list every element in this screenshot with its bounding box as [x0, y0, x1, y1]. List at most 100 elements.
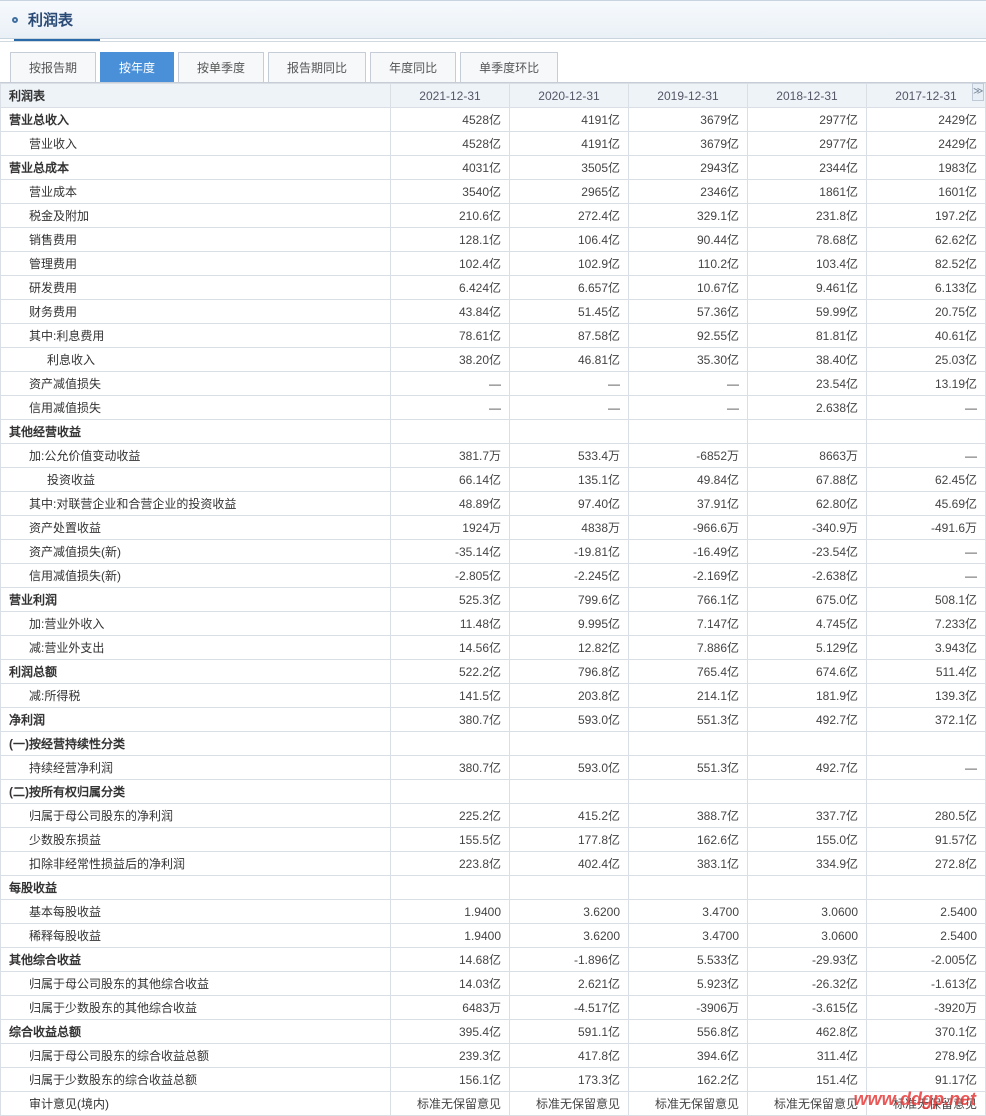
cell: 402.4亿	[510, 852, 629, 876]
cell: 525.3亿	[391, 588, 510, 612]
row-label: 其他经营收益	[1, 420, 391, 444]
cell: 141.5亿	[391, 684, 510, 708]
cell: 4838万	[510, 516, 629, 540]
cell: 3679亿	[629, 132, 748, 156]
cell: 4528亿	[391, 108, 510, 132]
cell: 203.8亿	[510, 684, 629, 708]
tab-0[interactable]: 按报告期	[10, 52, 96, 82]
tab-2[interactable]: 按单季度	[178, 52, 264, 82]
cell: 2965亿	[510, 180, 629, 204]
cell: —	[867, 540, 986, 564]
cell: 380.7亿	[391, 708, 510, 732]
cell: 4.745亿	[748, 612, 867, 636]
table-row: 归属于少数股东的其他综合收益6483万-4.517亿-3906万-3.615亿-…	[1, 996, 986, 1020]
tab-3[interactable]: 报告期同比	[268, 52, 366, 82]
cell: —	[867, 756, 986, 780]
cell	[748, 420, 867, 444]
cell: 38.20亿	[391, 348, 510, 372]
cell: 3.0600	[748, 900, 867, 924]
cell: 6.657亿	[510, 276, 629, 300]
row-label: 归属于母公司股东的净利润	[1, 804, 391, 828]
cell: 381.7万	[391, 444, 510, 468]
cell: 62.62亿	[867, 228, 986, 252]
cell: 591.1亿	[510, 1020, 629, 1044]
cell: 2.5400	[867, 924, 986, 948]
cell: -2.005亿	[867, 948, 986, 972]
cell: —	[629, 396, 748, 420]
cell: 48.89亿	[391, 492, 510, 516]
table-row: 营业总收入4528亿4191亿3679亿2977亿2429亿	[1, 108, 986, 132]
row-label: 营业利润	[1, 588, 391, 612]
cell: -35.14亿	[391, 540, 510, 564]
tab-4[interactable]: 年度同比	[370, 52, 456, 82]
tab-5[interactable]: 单季度环比	[460, 52, 558, 82]
row-label: 综合收益总额	[1, 1020, 391, 1044]
table-row: 营业收入4528亿4191亿3679亿2977亿2429亿	[1, 132, 986, 156]
cell: 35.30亿	[629, 348, 748, 372]
row-label: 利润总额	[1, 660, 391, 684]
cell: 37.91亿	[629, 492, 748, 516]
cell: 799.6亿	[510, 588, 629, 612]
cell: 231.8亿	[748, 204, 867, 228]
cell: 3.6200	[510, 924, 629, 948]
cell: -3920万	[867, 996, 986, 1020]
cell: 415.2亿	[510, 804, 629, 828]
cell: 197.2亿	[867, 204, 986, 228]
row-label: 管理费用	[1, 252, 391, 276]
row-label: 信用减值损失(新)	[1, 564, 391, 588]
cell: —	[510, 372, 629, 396]
scroll-right-icon[interactable]: ≫	[972, 83, 984, 101]
row-label: 财务费用	[1, 300, 391, 324]
table-row: 利息收入38.20亿46.81亿35.30亿38.40亿25.03亿	[1, 348, 986, 372]
cell: 103.4亿	[748, 252, 867, 276]
cell: 674.6亿	[748, 660, 867, 684]
cell: 135.1亿	[510, 468, 629, 492]
cell: 395.4亿	[391, 1020, 510, 1044]
cell: 394.6亿	[629, 1044, 748, 1068]
table-row: 资产减值损失———23.54亿13.19亿	[1, 372, 986, 396]
cell	[867, 420, 986, 444]
row-label: 加:公允价值变动收益	[1, 444, 391, 468]
row-label: 扣除非经常性损益后的净利润	[1, 852, 391, 876]
cell: 38.40亿	[748, 348, 867, 372]
row-label: 归属于母公司股东的其他综合收益	[1, 972, 391, 996]
cell: 765.4亿	[629, 660, 748, 684]
cell: 40.61亿	[867, 324, 986, 348]
cell: 81.81亿	[748, 324, 867, 348]
income-statement-table: 利润表2021-12-312020-12-312019-12-312018-12…	[0, 83, 986, 1116]
row-label: 投资收益	[1, 468, 391, 492]
cell: 9.461亿	[748, 276, 867, 300]
cell: 162.6亿	[629, 828, 748, 852]
cell: 66.14亿	[391, 468, 510, 492]
cell: 3.4700	[629, 924, 748, 948]
row-label: 基本每股收益	[1, 900, 391, 924]
cell: 标准无保留意见	[867, 1092, 986, 1116]
tab-1[interactable]: 按年度	[100, 52, 174, 82]
cell: 151.4亿	[748, 1068, 867, 1092]
cell: 370.1亿	[867, 1020, 986, 1044]
cell: 155.0亿	[748, 828, 867, 852]
table-row: 利润总额522.2亿796.8亿765.4亿674.6亿511.4亿	[1, 660, 986, 684]
cell: 675.0亿	[748, 588, 867, 612]
cell: 2346亿	[629, 180, 748, 204]
table-row: 销售费用128.1亿106.4亿90.44亿78.68亿62.62亿	[1, 228, 986, 252]
table-row: 信用减值损失———2.638亿—	[1, 396, 986, 420]
row-label: 利息收入	[1, 348, 391, 372]
cell: 551.3亿	[629, 708, 748, 732]
cell: 7.233亿	[867, 612, 986, 636]
cell: 3.6200	[510, 900, 629, 924]
table-row: 归属于母公司股东的净利润225.2亿415.2亿388.7亿337.7亿280.…	[1, 804, 986, 828]
cell	[629, 420, 748, 444]
cell: -340.9万	[748, 516, 867, 540]
cell: —	[867, 444, 986, 468]
table-row: 营业成本3540亿2965亿2346亿1861亿1601亿	[1, 180, 986, 204]
cell: 106.4亿	[510, 228, 629, 252]
table-row: 减:所得税141.5亿203.8亿214.1亿181.9亿139.3亿	[1, 684, 986, 708]
cell: 334.9亿	[748, 852, 867, 876]
separator	[0, 41, 986, 42]
cell: 1601亿	[867, 180, 986, 204]
cell: 593.0亿	[510, 756, 629, 780]
cell: 223.8亿	[391, 852, 510, 876]
cell: 102.4亿	[391, 252, 510, 276]
cell: 23.54亿	[748, 372, 867, 396]
